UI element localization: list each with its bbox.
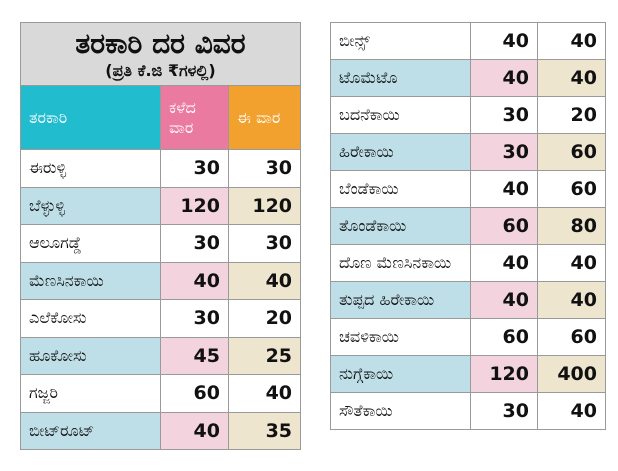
price-table-right: ಬೀನ್ಸ್ 40 40 ಟೊಮೆಟೊ 40 40 ಬದನೆಕಾಯಿ 30 20 ಹಿರೇಕಾಯಿ… [330,22,606,430]
header-row: ತರಕಾರಿ ಕಳೆದ ವಾರ ಈ ವಾರ [20,85,302,150]
table-row: ಈರುಳ್ಳಿ 30 30 [20,149,302,188]
price-cell: 40 [227,374,302,413]
header-cell: ಈ ವಾರ [227,85,302,150]
vegetable-name: ಬದನೆಕಾಯಿ [330,96,471,134]
header-cell: ತರಕಾರಿ [20,85,161,150]
vegetable-name: ಹಿರೇಕಾಯಿ [330,133,471,171]
price-cell: 20 [227,299,302,338]
table-row: ತೊಂಡೆಕಾಯಿ 60 80 [330,207,606,245]
price-cell: 30 [470,133,538,171]
price-cell: 40 [160,261,229,300]
table-row: ಟೊಮೆಟೊ 40 40 [330,59,606,97]
price-cell: 30 [160,149,229,188]
table-row: ನುಗ್ಗೆಕಾಯಿ 120 400 [330,355,606,393]
price-cell: 60 [160,374,229,413]
table-row: ಬೆಂಡೆಕಾಯಿ 40 60 [330,170,606,208]
price-cell: 60 [470,207,538,245]
price-cell: 40 [537,59,606,97]
price-cell: 40 [470,22,538,60]
price-cell: 40 [537,244,606,282]
price-cell: 30 [227,224,302,263]
title-row: ತರಕಾರಿ ದರ ವಿವರ (ಪ್ರತಿ ಕೆ.ಜಿ ₹ಗಳಲ್ಲಿ) [19,22,302,86]
subtitle: (ಪ್ರತಿ ಕೆ.ಜಿ ₹ಗಳಲ್ಲಿ) [105,61,216,80]
price-cell: 40 [470,170,538,208]
table-row: ಬೆಳ್ಳುಳ್ಳಿ 120 120 [20,186,302,225]
price-cell: 40 [537,281,606,319]
vegetable-name: ಮೆಣಸಿನಕಾಯಿ [20,261,161,300]
vegetable-name: ಎಲೆಕೋಸು [20,299,161,338]
vegetable-name: ಬೀಟ್‌ರೂಟ್ [20,411,161,450]
price-cell: 40 [470,244,538,282]
table-row: ಬೀನ್ಸ್ 40 40 [330,22,606,60]
price-cell: 60 [470,318,538,356]
table-row: ಸೌತೆಕಾಯಿ 30 40 [330,392,606,430]
table-row: ಗಜ್ಜರಿ 60 40 [20,374,302,413]
vegetable-name: ಹೂಕೋಸು [20,336,161,375]
title-cell: ತರಕಾರಿ ದರ ವಿವರ (ಪ್ರತಿ ಕೆ.ಜಿ ₹ಗಳಲ್ಲಿ) [19,22,302,86]
price-cell: 25 [227,336,302,375]
vegetable-name: ಸೌತೆಕಾಯಿ [330,392,471,430]
price-cell: 40 [470,59,538,97]
price-cell: 60 [537,133,606,171]
price-cell: 40 [537,392,606,430]
price-cell: 30 [160,224,229,263]
vegetable-name: ಈರುಳ್ಳಿ [20,149,161,188]
table-row: ಆಲೂಗಡ್ಡೆ 30 30 [20,224,302,263]
table-row: ಎಲೆಕೋಸು 30 20 [20,299,302,338]
price-cell: 40 [537,22,606,60]
vegetable-name: ಚವಳಿಕಾಯಿ [330,318,471,356]
table-row: ತುಪ್ಪದ ಹಿರೇಕಾಯಿ 40 40 [330,281,606,319]
table-row: ಮೆಣಸಿನಕಾಯಿ 40 40 [20,261,302,300]
price-table-left: ತರಕಾರಿ ದರ ವಿವರ (ಪ್ರತಿ ಕೆ.ಜಿ ₹ಗಳಲ್ಲಿ) ತರಕ… [19,22,302,450]
price-cell: 30 [227,149,302,188]
price-cell: 400 [537,355,606,393]
vegetable-name: ಗಜ್ಜರಿ [20,374,161,413]
price-cell: 30 [470,392,538,430]
table-row: ಹಿರೇಕಾಯಿ 30 60 [330,133,606,171]
price-cell: 60 [537,170,606,208]
table-row: ಚವಳಿಕಾಯಿ 60 60 [330,318,606,356]
vegetable-name: ಬೆಳ್ಳುಳ್ಳಿ [20,186,161,225]
price-cell: 120 [160,186,229,225]
price-cell: 40 [227,261,302,300]
price-cell: 30 [470,96,538,134]
vegetable-name: ಬೀನ್ಸ್ [330,22,471,60]
table-row: ದೊಣ ಮೆಣಸಿನಕಾಯಿ 40 40 [330,244,606,282]
vegetable-name: ತೊಂಡೆಕಾಯಿ [330,207,471,245]
vegetable-name: ಟೊಮೆಟೊ [330,59,471,97]
vegetable-name: ಬೆಂಡೆಕಾಯಿ [330,170,471,208]
table-row: ಬದನೆಕಾಯಿ 30 20 [330,96,606,134]
price-cell: 30 [160,299,229,338]
price-cell: 60 [537,318,606,356]
vegetable-name: ದೊಣ ಮೆಣಸಿನಕಾಯಿ [330,244,471,282]
title: ತರಕಾರಿ ದರ ವಿವರ [75,27,246,60]
price-cell: 80 [537,207,606,245]
price-cell: 40 [160,411,229,450]
header-cell: ಕಳೆದ ವಾರ [160,85,229,150]
price-cell: 20 [537,96,606,134]
price-cell: 45 [160,336,229,375]
price-cell: 120 [227,186,302,225]
price-cell: 40 [470,281,538,319]
table-row: ಹೂಕೋಸು 45 25 [20,336,302,375]
vegetable-name: ನುಗ್ಗೆಕಾಯಿ [330,355,471,393]
vegetable-name: ಆಲೂಗಡ್ಡೆ [20,224,161,263]
table-row: ಬೀಟ್‌ರೂಟ್ 40 35 [20,411,302,450]
vegetable-name: ತುಪ್ಪದ ಹಿರೇಕಾಯಿ [330,281,471,319]
price-cell: 120 [470,355,538,393]
price-cell: 35 [227,411,302,450]
